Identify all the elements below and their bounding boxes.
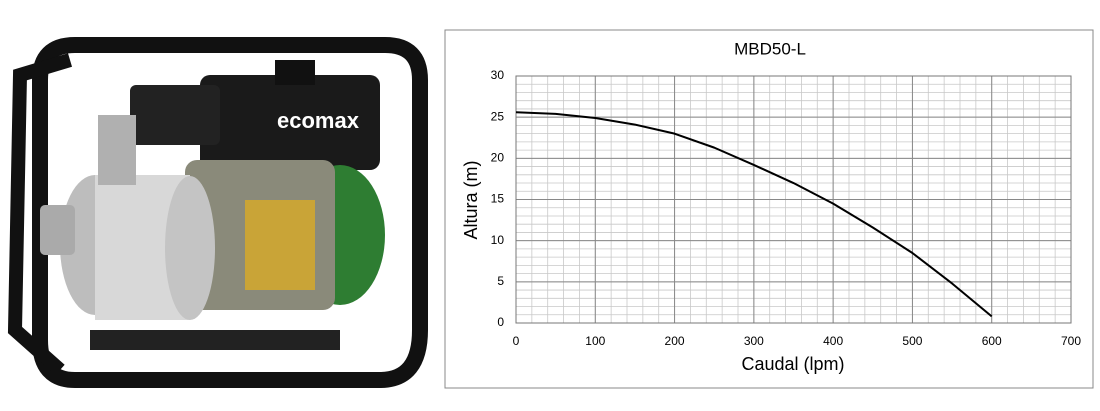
x-tick-label: 600	[982, 334, 1002, 348]
chart: MBD50-L Caudal (lpm) Altura (m) 0 100 200 3…	[461, 39, 1082, 373]
chart-title: MBD50-L	[734, 39, 806, 58]
y-tick-label: 30	[491, 68, 505, 82]
y-tick-label: 15	[491, 192, 505, 206]
y-tick-label: 10	[491, 233, 505, 247]
y-tick-label: 20	[491, 151, 505, 165]
y-tick-label: 5	[497, 274, 504, 288]
x-tick-label: 200	[665, 334, 685, 348]
plot-border	[515, 75, 1072, 324]
pump-photo: ecomax	[7, 37, 428, 388]
x-tick-label: 500	[902, 334, 922, 348]
y-tick-label: 0	[497, 315, 504, 329]
x-axis-label: Caudal (lpm)	[741, 354, 844, 374]
chart-frame	[444, 29, 1094, 389]
y-axis-label: Altura (m)	[461, 160, 481, 239]
x-tick-label: 700	[1061, 334, 1081, 348]
x-tick-label: 100	[585, 334, 605, 348]
x-tick-label: 400	[823, 334, 843, 348]
x-tick-label: 0	[513, 334, 520, 348]
data-line	[515, 111, 993, 318]
brand-logo: ecomax	[277, 108, 360, 133]
y-tick-label: 25	[491, 109, 505, 123]
x-tick-label: 300	[744, 334, 764, 348]
